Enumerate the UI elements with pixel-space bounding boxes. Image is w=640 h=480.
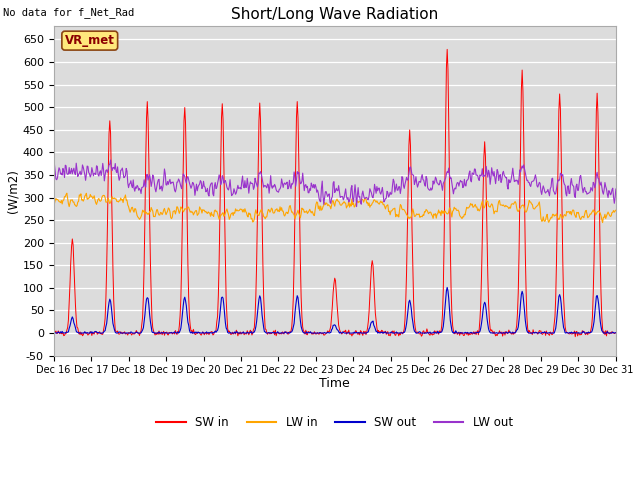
LW in [50,205,58,211]
LW in [63,190,70,196]
SW out [174,329,182,335]
SW in [572,334,579,339]
LW out [174,179,182,185]
LW out [612,186,620,192]
SW out [198,330,206,336]
LW out [383,195,390,201]
LW out [353,204,360,209]
Legend: SW in, LW in, SW out, LW out: SW in, LW in, SW out, LW out [152,411,518,433]
LW in [381,206,389,212]
SW out [444,285,451,290]
SW in [50,330,58,336]
LW out [562,191,570,196]
SW in [561,324,569,329]
SW in [612,330,620,336]
SW out [562,330,570,336]
SW out [327,330,335,336]
Line: SW in: SW in [54,49,616,336]
SW in [436,329,444,335]
SW out [437,329,445,335]
Line: SW out: SW out [54,288,616,333]
Text: No data for f_Net_Rad: No data for f_Net_Rad [3,7,134,18]
LW in [327,206,335,212]
Line: LW in: LW in [54,193,616,223]
LW out [107,157,115,163]
SW out [51,330,58,336]
X-axis label: Time: Time [319,377,350,390]
LW in [198,210,206,216]
SW out [612,330,620,336]
LW in [437,213,445,218]
LW out [50,162,58,168]
LW in [174,205,182,211]
LW in [561,213,569,218]
LW out [198,186,206,192]
SW in [173,332,181,337]
Y-axis label: (W/m2): (W/m2) [7,169,20,213]
Line: LW out: LW out [54,160,616,206]
SW out [50,330,58,336]
SW in [326,326,334,332]
Text: VR_met: VR_met [65,34,115,47]
SW in [197,332,205,338]
Title: Short/Long Wave Radiation: Short/Long Wave Radiation [231,7,438,22]
LW in [599,220,607,226]
SW in [381,329,388,335]
SW out [381,329,389,335]
LW in [612,207,620,213]
LW out [438,183,445,189]
LW out [327,201,335,206]
SW in [444,47,451,52]
